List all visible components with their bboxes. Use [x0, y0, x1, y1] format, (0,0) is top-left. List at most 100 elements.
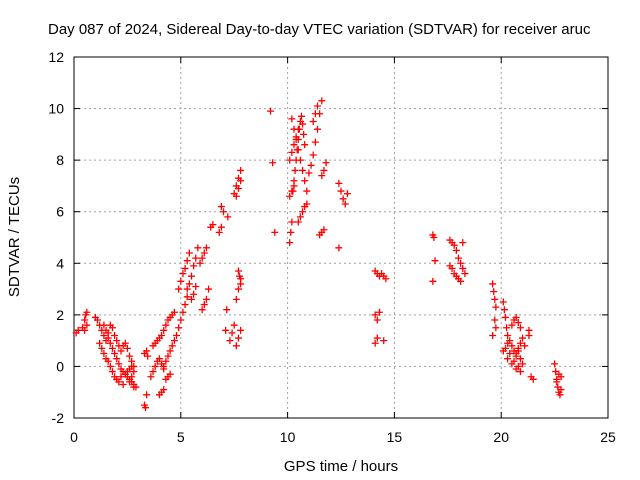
data-point	[128, 373, 136, 381]
data-point	[119, 380, 127, 388]
data-point	[492, 324, 500, 332]
data-point	[155, 355, 163, 363]
data-point	[553, 378, 561, 386]
data-point	[303, 200, 311, 208]
data-point	[234, 334, 242, 342]
data-point	[81, 326, 89, 334]
data-point	[162, 321, 170, 329]
x-tick-label: 10	[280, 429, 296, 445]
data-point	[200, 301, 208, 309]
data-point	[100, 331, 108, 339]
data-point	[452, 246, 460, 254]
data-point	[142, 404, 150, 412]
data-point	[177, 277, 185, 285]
data-point	[183, 293, 191, 301]
data-point	[166, 370, 174, 378]
data-point	[104, 357, 112, 365]
data-point	[506, 350, 514, 358]
data-point	[504, 355, 512, 363]
data-point	[200, 249, 208, 257]
data-point	[525, 326, 533, 334]
y-tick-label: 10	[48, 101, 64, 117]
data-point	[514, 362, 522, 370]
data-point	[335, 244, 343, 252]
data-point	[501, 344, 509, 352]
data-point	[215, 228, 223, 236]
data-point	[81, 316, 89, 324]
data-point	[168, 342, 176, 350]
data-point	[151, 362, 159, 370]
data-point	[149, 368, 157, 376]
data-point	[339, 195, 347, 203]
data-point	[512, 313, 520, 321]
data-point	[506, 337, 514, 345]
data-point	[459, 239, 467, 247]
data-point	[503, 324, 511, 332]
data-point	[501, 313, 509, 321]
data-point	[179, 308, 187, 316]
data-point	[202, 295, 210, 303]
data-point	[96, 339, 104, 347]
data-point	[555, 370, 563, 378]
data-point	[144, 352, 152, 360]
data-point	[461, 270, 469, 278]
y-tick-label: 2	[56, 307, 64, 323]
data-point	[519, 360, 527, 368]
data-point	[209, 221, 217, 229]
data-point	[83, 308, 91, 316]
data-point	[307, 161, 315, 169]
data-point	[183, 257, 191, 265]
data-point	[170, 337, 178, 345]
data-point	[382, 275, 390, 283]
data-point	[499, 298, 507, 306]
axis-ticks: 0 5 10 15 20 25 -2 0 2 4 6 8 10 12	[48, 49, 616, 445]
data-point	[373, 334, 381, 342]
data-point	[286, 192, 294, 200]
data-point	[187, 295, 195, 303]
data-point	[108, 344, 116, 352]
data-point	[311, 110, 319, 118]
data-point	[337, 187, 345, 195]
data-point	[202, 244, 210, 252]
data-point	[185, 249, 193, 257]
data-point	[160, 362, 168, 370]
data-point	[500, 306, 508, 314]
data-point	[514, 347, 522, 355]
y-tick-label: 8	[56, 152, 64, 168]
data-point	[108, 324, 116, 332]
data-point	[294, 125, 302, 133]
data-point	[341, 200, 349, 208]
plot-frame	[73, 56, 609, 419]
data-point	[115, 360, 123, 368]
data-point	[223, 306, 231, 314]
data-point	[294, 146, 302, 154]
data-point	[217, 223, 225, 231]
data-point	[130, 368, 138, 376]
data-point	[459, 264, 467, 272]
x-tick-label: 0	[70, 429, 78, 445]
data-point	[290, 182, 298, 190]
data-point	[373, 316, 381, 324]
data-point	[322, 159, 330, 167]
data-point	[516, 355, 524, 363]
data-point	[335, 179, 343, 187]
data-point	[113, 355, 121, 363]
data-point	[454, 254, 462, 262]
data-point	[429, 277, 437, 285]
x-tick-label: 5	[177, 429, 185, 445]
data-point	[510, 357, 518, 365]
data-point	[288, 148, 296, 156]
data-point	[296, 156, 304, 164]
data-point	[343, 190, 351, 198]
data-point	[143, 391, 151, 399]
data-point	[166, 347, 174, 355]
data-point	[314, 125, 322, 133]
data-point	[126, 378, 134, 386]
data-point	[198, 254, 206, 262]
data-points	[72, 97, 565, 412]
data-point	[226, 337, 234, 345]
data-point	[300, 130, 308, 138]
data-point	[237, 280, 245, 288]
data-point	[121, 339, 129, 347]
